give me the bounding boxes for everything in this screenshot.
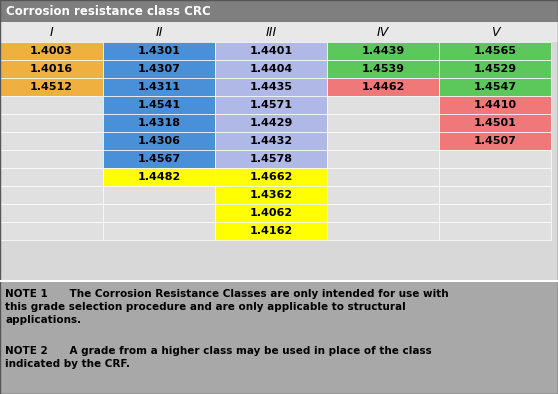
Text: NOTE 2      A grade from a higher class may be used in place of the class
indica: NOTE 2 A grade from a higher class may b… xyxy=(5,346,432,369)
Bar xyxy=(0,204,103,222)
Text: 1.4162: 1.4162 xyxy=(249,226,292,236)
Bar xyxy=(103,96,215,114)
Bar xyxy=(103,168,215,186)
Text: 1.4362: 1.4362 xyxy=(249,190,292,200)
Text: 1.4062: 1.4062 xyxy=(249,208,292,218)
Bar xyxy=(327,132,439,150)
Bar xyxy=(0,60,103,78)
Text: 1.4401: 1.4401 xyxy=(249,46,292,56)
Bar xyxy=(327,114,439,132)
Bar xyxy=(327,186,439,204)
Bar xyxy=(327,60,439,78)
Text: 1.4571: 1.4571 xyxy=(249,100,292,110)
Bar xyxy=(103,114,215,132)
Text: 1.4318: 1.4318 xyxy=(137,118,180,128)
Bar xyxy=(0,96,103,114)
Bar xyxy=(215,78,327,96)
Bar xyxy=(103,204,215,222)
Bar xyxy=(0,42,103,60)
Text: 1.4301: 1.4301 xyxy=(138,46,180,56)
Bar xyxy=(0,168,103,186)
Bar xyxy=(103,42,215,60)
Bar xyxy=(439,168,551,186)
Bar xyxy=(103,222,215,240)
Bar xyxy=(215,114,327,132)
Bar xyxy=(327,42,439,60)
Text: 1.4529: 1.4529 xyxy=(473,64,517,74)
Bar xyxy=(439,186,551,204)
Text: II: II xyxy=(155,26,163,39)
Text: 1.4547: 1.4547 xyxy=(473,82,517,92)
Text: 1.4541: 1.4541 xyxy=(137,100,181,110)
Text: III: III xyxy=(266,26,277,39)
Text: V: V xyxy=(490,26,499,39)
Bar xyxy=(439,96,551,114)
Bar xyxy=(0,222,103,240)
Text: 1.4003: 1.4003 xyxy=(30,46,73,56)
Text: 1.4435: 1.4435 xyxy=(249,82,292,92)
Text: 1.4501: 1.4501 xyxy=(474,118,517,128)
Text: 1.4578: 1.4578 xyxy=(249,154,292,164)
Text: 1.4565: 1.4565 xyxy=(474,46,517,56)
Bar xyxy=(327,204,439,222)
Bar xyxy=(439,60,551,78)
Bar xyxy=(0,0,558,22)
Bar xyxy=(327,78,439,96)
Bar xyxy=(439,204,551,222)
Text: 1.4539: 1.4539 xyxy=(362,64,405,74)
Text: 1.4311: 1.4311 xyxy=(137,82,180,92)
Bar xyxy=(103,132,215,150)
Bar xyxy=(0,281,558,394)
Bar xyxy=(103,186,215,204)
Bar xyxy=(327,96,439,114)
Text: 1.4462: 1.4462 xyxy=(362,82,405,92)
Bar xyxy=(0,22,558,42)
Text: 1.4410: 1.4410 xyxy=(473,100,517,110)
Bar xyxy=(103,60,215,78)
Bar xyxy=(0,132,103,150)
Bar xyxy=(215,168,327,186)
Text: 1.4404: 1.4404 xyxy=(249,64,292,74)
Text: Corrosion resistance class CRC: Corrosion resistance class CRC xyxy=(6,4,211,17)
Text: 1.4507: 1.4507 xyxy=(474,136,517,146)
Bar xyxy=(327,150,439,168)
Text: 1.4429: 1.4429 xyxy=(249,118,293,128)
Text: 1.4662: 1.4662 xyxy=(249,172,293,182)
Bar xyxy=(439,132,551,150)
Text: 1.4512: 1.4512 xyxy=(30,82,73,92)
Bar xyxy=(215,186,327,204)
Text: 1.4567: 1.4567 xyxy=(137,154,181,164)
Text: 1.4482: 1.4482 xyxy=(137,172,181,182)
Text: 1.4016: 1.4016 xyxy=(30,64,73,74)
Text: 1.4306: 1.4306 xyxy=(137,136,180,146)
Bar xyxy=(439,222,551,240)
Bar xyxy=(327,222,439,240)
Bar xyxy=(0,78,103,96)
Text: NOTE 1      The Corrosion Resistance Classes are only intended for use with
this: NOTE 1 The Corrosion Resistance Classes … xyxy=(5,289,449,325)
Bar xyxy=(0,186,103,204)
Bar xyxy=(0,150,103,168)
Bar xyxy=(215,42,327,60)
Bar xyxy=(215,60,327,78)
Bar xyxy=(103,150,215,168)
Bar xyxy=(215,96,327,114)
Bar xyxy=(215,132,327,150)
Bar xyxy=(439,78,551,96)
Bar xyxy=(439,114,551,132)
Text: 1.4439: 1.4439 xyxy=(362,46,405,56)
Bar xyxy=(215,222,327,240)
Bar xyxy=(0,114,103,132)
Bar xyxy=(215,150,327,168)
Text: 1.4432: 1.4432 xyxy=(249,136,292,146)
Bar xyxy=(327,168,439,186)
Text: IV: IV xyxy=(377,26,389,39)
Text: 1.4307: 1.4307 xyxy=(138,64,180,74)
Bar xyxy=(103,78,215,96)
Bar xyxy=(439,150,551,168)
Bar xyxy=(439,42,551,60)
Bar xyxy=(215,204,327,222)
Text: I: I xyxy=(50,26,54,39)
